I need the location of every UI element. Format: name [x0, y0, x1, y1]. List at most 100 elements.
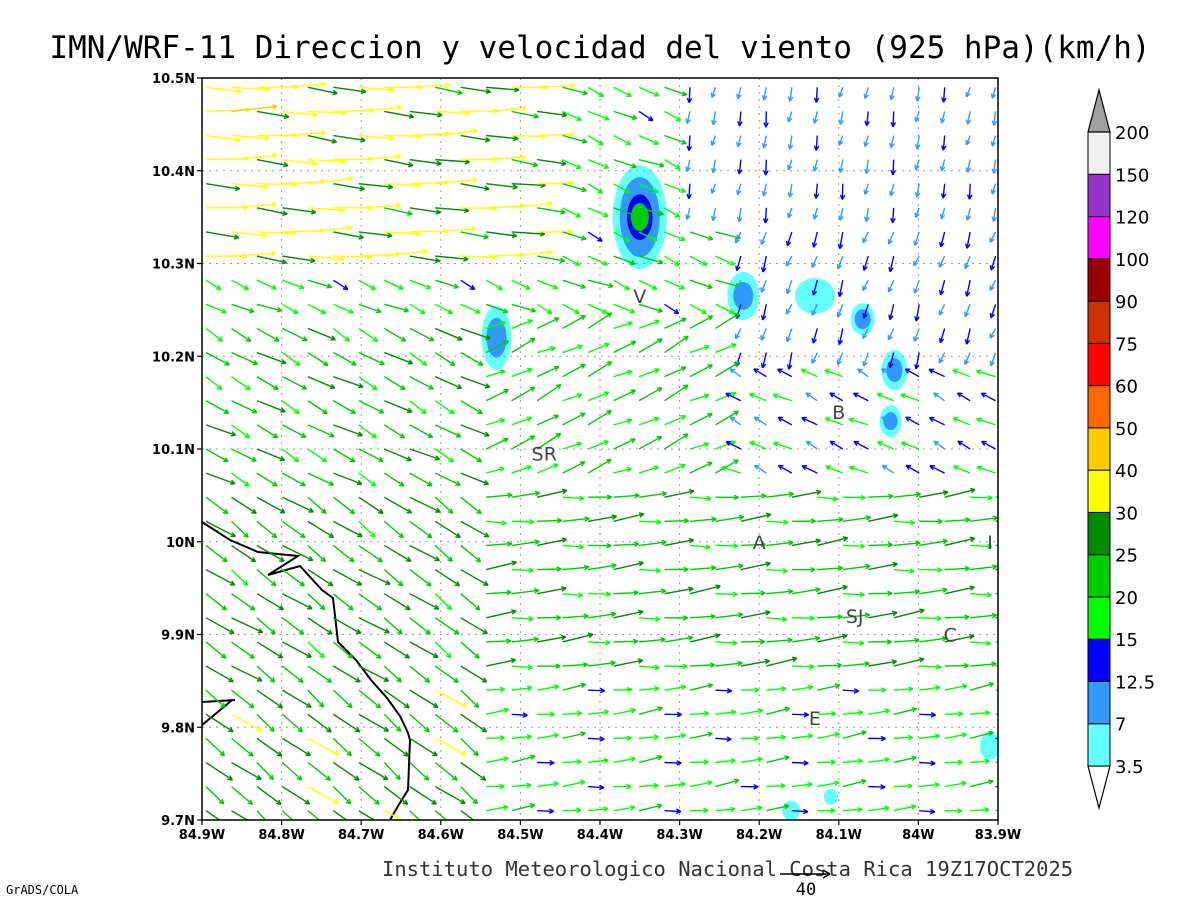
- wind-vector: [486, 784, 504, 788]
- wind-vector: [690, 663, 715, 667]
- wind-vector: [945, 566, 970, 570]
- wind-vector: [486, 757, 508, 763]
- wind-vector: [953, 370, 970, 377]
- wind-vector: [919, 519, 942, 523]
- wind-vector: [741, 757, 762, 762]
- wind-vector: [664, 367, 685, 377]
- wind-vector: [257, 521, 277, 537]
- wind-vector: [410, 208, 441, 214]
- wind-vector: [308, 304, 326, 313]
- wind-vector: [614, 322, 633, 329]
- wind-vector: [992, 184, 996, 194]
- wind-vector: [715, 314, 738, 329]
- wind-vector: [690, 496, 711, 500]
- wind-vector: [868, 660, 896, 666]
- wind-vector: [817, 586, 847, 594]
- wind-vector: [639, 589, 666, 594]
- wind-vector: [410, 594, 439, 609]
- x-tick-label: 83.9W: [975, 828, 1021, 843]
- wind-vector: [945, 760, 963, 764]
- wind-vector: [257, 594, 283, 610]
- wind-vector: [231, 202, 276, 207]
- wind-vector: [843, 592, 865, 596]
- wind-vector: [639, 540, 666, 545]
- wind-vector: [282, 618, 303, 634]
- wind-vector: [512, 338, 535, 352]
- wind-vector: [614, 784, 632, 788]
- wind-vector: [945, 537, 975, 545]
- wind-vector: [945, 663, 969, 667]
- wind-vector: [639, 136, 658, 145]
- wind-vector: [715, 641, 737, 645]
- wind-vector: [359, 666, 389, 681]
- legend-level-label: 75: [1115, 334, 1138, 355]
- wind-vector: [639, 320, 659, 328]
- wind-vector: [206, 353, 229, 365]
- wind-vector: [755, 465, 767, 473]
- wind-vector: [486, 390, 508, 401]
- wind-vector: [435, 762, 457, 780]
- wind-vector: [966, 111, 970, 124]
- wind-vector: [257, 497, 285, 513]
- legend-swatch: [1088, 132, 1110, 174]
- wind-vector: [940, 280, 945, 295]
- wind-vector: [817, 760, 835, 764]
- wind-vector: [461, 666, 487, 682]
- wind-vector: [537, 304, 552, 313]
- wind-vector: [512, 417, 532, 425]
- legend-swatch: [1088, 555, 1110, 597]
- wind-vector: [282, 425, 305, 437]
- wind-vector: [231, 594, 254, 610]
- wind-vector: [817, 808, 835, 812]
- wind-vector: [588, 737, 604, 741]
- wind-vector: [537, 256, 564, 262]
- wind-vector: [359, 203, 401, 208]
- wind-vector: [945, 733, 967, 739]
- wind-vector: [639, 369, 659, 377]
- wind-vector: [890, 136, 894, 148]
- wind-vector: [843, 641, 864, 645]
- wind-vector: [537, 347, 555, 353]
- wind-vector: [206, 401, 229, 413]
- wind-vector: [512, 491, 540, 497]
- wind-vector: [639, 466, 658, 473]
- wind-vector: [537, 761, 554, 765]
- wind-vector: [614, 591, 639, 595]
- wind-vector: [461, 449, 482, 462]
- wind-vector: [763, 136, 767, 148]
- legend-level-label: 40: [1115, 461, 1138, 482]
- wind-vector: [537, 415, 558, 425]
- wind-vector: [786, 304, 791, 314]
- wind-vector: [257, 449, 285, 460]
- software-credit: GrADS/COLA: [6, 883, 79, 897]
- wind-vector: [773, 394, 792, 401]
- wind-vector: [435, 129, 477, 135]
- place-label: SJ: [846, 606, 864, 628]
- wind-vector: [919, 568, 942, 572]
- legend-swatch: [1088, 386, 1110, 428]
- wind-vector: [614, 688, 632, 692]
- wind-vector: [206, 690, 225, 707]
- wind-vector: [333, 690, 352, 707]
- wind-vector: [282, 328, 307, 340]
- wind-vector: [690, 711, 709, 715]
- wind-vector: [435, 304, 452, 313]
- wind-vector: [384, 280, 403, 289]
- wind-vector: [563, 565, 589, 569]
- wind-vector: [901, 394, 919, 401]
- wind-vector: [410, 425, 433, 437]
- wind-vector: [894, 569, 914, 573]
- wind-vector: [333, 642, 352, 658]
- wind-vectors: [206, 82, 1025, 828]
- wind-vector: [942, 87, 946, 102]
- wind-vector: [766, 735, 785, 739]
- wind-vector: [664, 636, 692, 642]
- wind-vector: [788, 208, 792, 218]
- legend-swatch: [1088, 597, 1110, 639]
- wind-vector: [614, 160, 637, 168]
- wind-vector: [715, 592, 737, 596]
- wind-vector: [787, 232, 792, 246]
- wind-vector: [563, 280, 586, 288]
- wind-vector: [864, 184, 868, 195]
- wind-vector: [563, 517, 590, 522]
